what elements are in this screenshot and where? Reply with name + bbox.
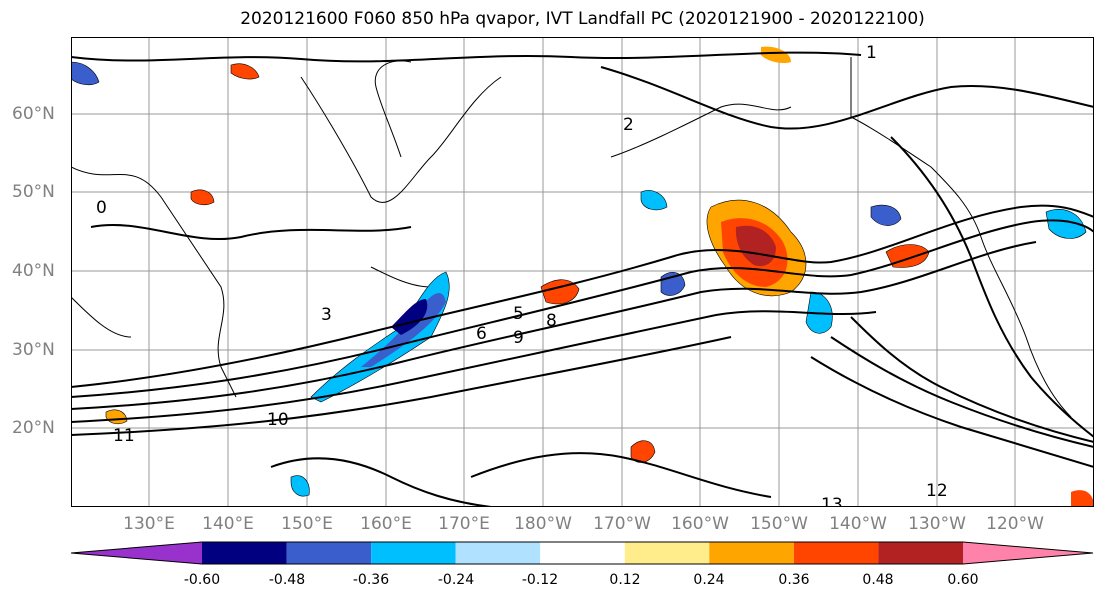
colorbar-bin xyxy=(624,542,710,564)
contour-label: 5 xyxy=(513,304,524,324)
coastlines xyxy=(71,57,1072,418)
lon-label: 130°E xyxy=(123,514,175,534)
contour-labels: 2 1 0 3 5 6 8 9 10 11 12 13 xyxy=(96,43,948,507)
ivt-contours xyxy=(71,51,1094,507)
contour-label: 0 xyxy=(96,198,107,218)
lon-label: 180°W xyxy=(514,514,572,534)
contour-label: 3 xyxy=(321,305,332,325)
lat-label-30n: 30°N xyxy=(12,340,55,360)
map-plot-area: 2 1 0 3 5 6 8 9 10 11 12 13 xyxy=(71,37,1094,507)
contour-label: 9 xyxy=(513,328,524,348)
lon-label: 170°E xyxy=(438,514,490,534)
colorbar-bin xyxy=(371,542,456,564)
colorbar-bin xyxy=(286,542,372,564)
colorbar-bin xyxy=(793,542,879,564)
contour-label: 10 xyxy=(267,410,289,430)
contour-label: 2 xyxy=(623,115,634,135)
contour-label: 6 xyxy=(476,324,487,344)
map-title: 2020121600 F060 850 hPa qvapor, IVT Land… xyxy=(240,9,925,29)
colorbar xyxy=(70,541,1094,569)
colorbar-bin xyxy=(455,542,541,564)
contour-label: 1 xyxy=(866,43,877,63)
colorbar-bin xyxy=(709,542,794,564)
colorbar-bin xyxy=(202,542,287,564)
lat-label-40n: 40°N xyxy=(12,261,55,281)
colorbar-tick-label: 0.48 xyxy=(862,572,894,588)
colorbar-bin xyxy=(540,542,625,564)
colorbar-svg xyxy=(70,541,1094,565)
qvapor-anomaly-fills xyxy=(71,46,1094,507)
map-gridlines xyxy=(71,37,1094,507)
colorbar-tick-label: -0.24 xyxy=(437,572,475,588)
colorbar-tick-label: -0.48 xyxy=(268,572,306,588)
colorbar-tick-label: -0.60 xyxy=(183,572,221,588)
lon-label: 150°W xyxy=(750,514,808,534)
colorbar-tick-label: 0.60 xyxy=(947,572,979,588)
lat-label-20n: 20°N xyxy=(12,418,55,438)
colorbar-tick-label: 0.24 xyxy=(693,572,725,588)
lon-label: 140°W xyxy=(829,514,887,534)
contour-label: 13 xyxy=(821,495,843,507)
colorbar-bin xyxy=(71,542,202,564)
lon-label: 130°W xyxy=(908,514,966,534)
colorbar-tick-label: -0.12 xyxy=(521,572,559,588)
lon-label: 120°W xyxy=(986,514,1044,534)
contour-label: 11 xyxy=(113,426,135,446)
map-svg: 2 1 0 3 5 6 8 9 10 11 12 13 xyxy=(71,37,1094,507)
lon-label: 160°E xyxy=(360,514,412,534)
lon-label: 160°W xyxy=(671,514,729,534)
contour-label: 8 xyxy=(546,311,557,331)
lon-label: 150°E xyxy=(281,514,333,534)
lon-label: 170°W xyxy=(593,514,651,534)
contour-label: 12 xyxy=(926,481,948,501)
lon-label: 140°E xyxy=(202,514,254,534)
colorbar-outline xyxy=(70,541,1094,565)
colorbar-bin xyxy=(878,542,963,564)
colorbar-tick-label: -0.36 xyxy=(352,572,390,588)
colorbar-tick-label: 0.12 xyxy=(609,572,641,588)
colorbar-bins xyxy=(70,541,1094,565)
colorbar-bin xyxy=(963,542,1093,564)
lat-label-60n: 60°N xyxy=(12,104,55,124)
lat-label-50n: 50°N xyxy=(12,182,55,202)
colorbar-tick-label: 0.36 xyxy=(778,572,810,588)
